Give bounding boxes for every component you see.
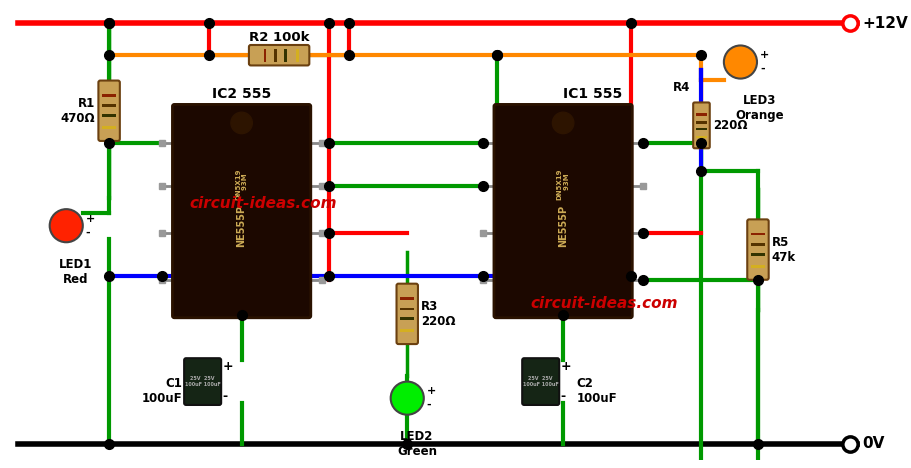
Text: -: - xyxy=(222,390,227,402)
Text: R2 100k: R2 100k xyxy=(249,31,310,44)
Text: R4: R4 xyxy=(673,81,691,94)
Bar xyxy=(263,49,266,62)
Text: -: - xyxy=(560,390,566,402)
Text: IC1 555: IC1 555 xyxy=(563,87,622,101)
Bar xyxy=(102,114,116,117)
Text: LED1
Red: LED1 Red xyxy=(59,258,93,286)
Text: +: + xyxy=(760,50,769,60)
Text: R3
220Ω: R3 220Ω xyxy=(421,300,456,328)
Text: NE555P: NE555P xyxy=(237,205,247,247)
Circle shape xyxy=(391,381,424,415)
Text: 220Ω: 220Ω xyxy=(713,119,748,132)
Bar xyxy=(696,136,707,138)
FancyBboxPatch shape xyxy=(184,358,221,405)
Text: R1
470Ω: R1 470Ω xyxy=(61,97,96,125)
Text: +: + xyxy=(560,360,571,373)
Text: C2
100uF: C2 100uF xyxy=(577,377,618,405)
Bar xyxy=(696,113,707,116)
Circle shape xyxy=(552,112,574,134)
Circle shape xyxy=(724,45,757,79)
Text: circuit-ideas.com: circuit-ideas.com xyxy=(530,296,678,311)
Text: 25V  25V
100uF 100uF: 25V 25V 100uF 100uF xyxy=(523,376,558,387)
Text: LED3
Orange: LED3 Orange xyxy=(735,94,784,122)
Bar xyxy=(296,49,299,62)
Text: 0V: 0V xyxy=(862,437,885,452)
Circle shape xyxy=(50,209,83,242)
FancyBboxPatch shape xyxy=(172,104,311,318)
Bar xyxy=(102,94,116,96)
Text: -: - xyxy=(86,227,90,238)
Bar xyxy=(752,243,765,246)
Bar xyxy=(401,317,415,320)
FancyBboxPatch shape xyxy=(396,284,418,344)
FancyBboxPatch shape xyxy=(494,104,632,318)
Text: LED2
Green: LED2 Green xyxy=(397,430,437,458)
Bar xyxy=(401,329,415,332)
Bar xyxy=(752,265,765,268)
Text: NE555P: NE555P xyxy=(558,205,568,247)
Text: DN5X19
  93M: DN5X19 93M xyxy=(557,168,569,199)
Bar xyxy=(284,49,287,62)
Text: DN5X19
  93M: DN5X19 93M xyxy=(235,168,248,199)
Text: -: - xyxy=(426,400,431,410)
FancyBboxPatch shape xyxy=(522,358,559,405)
FancyBboxPatch shape xyxy=(693,102,710,148)
Text: -: - xyxy=(760,64,764,74)
Bar xyxy=(696,128,707,131)
Bar xyxy=(401,307,415,310)
Text: circuit-ideas.com: circuit-ideas.com xyxy=(189,196,337,211)
Circle shape xyxy=(230,112,252,134)
Text: IC2 555: IC2 555 xyxy=(212,87,271,101)
Bar xyxy=(752,233,765,235)
Text: +: + xyxy=(426,386,436,396)
Bar xyxy=(696,121,707,124)
Text: C1
100uF: C1 100uF xyxy=(141,377,182,405)
Bar xyxy=(752,253,765,256)
Text: R5
47k: R5 47k xyxy=(772,235,795,263)
FancyBboxPatch shape xyxy=(249,45,310,66)
Text: +: + xyxy=(222,360,232,373)
Bar xyxy=(401,297,415,300)
Bar xyxy=(102,104,116,107)
Text: +: + xyxy=(86,214,95,224)
Bar xyxy=(102,126,116,129)
Text: +12V: +12V xyxy=(862,15,908,30)
Bar xyxy=(274,49,277,62)
FancyBboxPatch shape xyxy=(747,219,769,280)
FancyBboxPatch shape xyxy=(98,80,120,141)
Text: 25V  25V
100uF 100uF: 25V 25V 100uF 100uF xyxy=(185,376,220,387)
